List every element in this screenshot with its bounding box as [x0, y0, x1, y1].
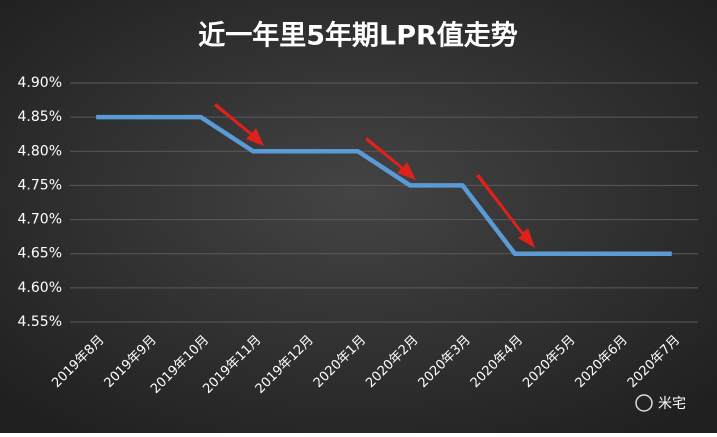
line [96, 114, 672, 256]
watermark-icon [635, 394, 653, 412]
y-tick-label: 4.55% [18, 314, 62, 330]
y-tick-label: 4.80% [18, 143, 62, 159]
y-tick-label: 4.70% [18, 212, 62, 228]
arrow [476, 174, 535, 248]
y-tick-label: 4.65% [18, 246, 62, 262]
y-tick-label: 4.90% [18, 75, 62, 91]
watermark: 米宅 [635, 394, 686, 412]
chart-title: 近一年里5年期LPR值走势 [198, 20, 518, 52]
y-tick-label: 4.75% [18, 177, 62, 193]
arrow [365, 137, 416, 180]
annotation-arrows [214, 103, 535, 248]
y-tick-label: 4.85% [18, 109, 62, 125]
y-tick-label: 4.60% [18, 280, 62, 296]
watermark-text: 米宅 [658, 396, 686, 412]
arrow [214, 103, 264, 146]
